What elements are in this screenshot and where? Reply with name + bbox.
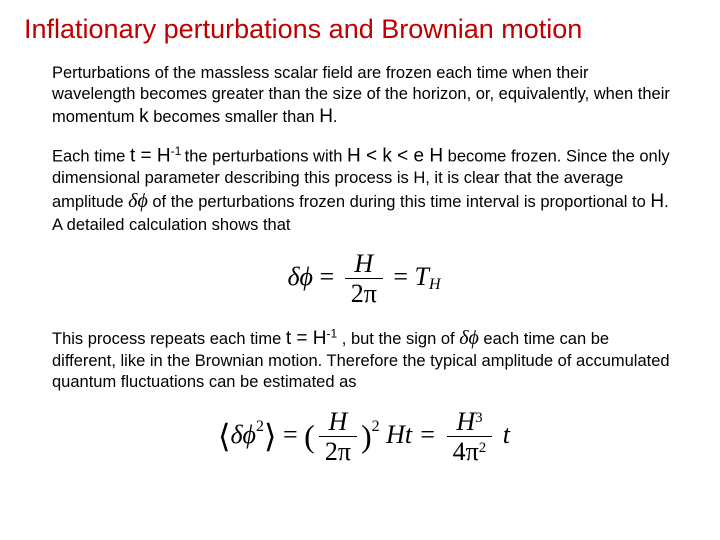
eq2-dphi: δϕ	[230, 419, 256, 448]
eq2-den2b: 2	[479, 440, 487, 456]
p3-deltaphi: δϕ	[459, 327, 479, 349]
p1-H: H	[319, 106, 333, 127]
paragraph-2: Each time t = H-1 the perturbations with…	[52, 144, 676, 237]
p3-text-b: , but the sign of	[337, 330, 459, 348]
paragraph-3: This process repeats each time t = H-1 ,…	[52, 326, 676, 394]
eq1-rhs: T	[415, 262, 429, 291]
p1-text-c: .	[333, 108, 338, 126]
p2-deltaphi: δϕ	[128, 190, 148, 212]
eq2-rparen: )	[361, 417, 372, 453]
slide-title: Inflationary perturbations and Brownian …	[24, 14, 696, 45]
eq1-num: H	[345, 250, 383, 279]
eq2-num2b: 3	[475, 410, 483, 426]
paragraph-1: Perturbations of the massless scalar fie…	[52, 63, 676, 130]
p3-text-a: This process repeats each time	[52, 330, 286, 348]
eq2-t: t	[496, 419, 510, 448]
eq2-frac2: H34π2	[447, 408, 493, 466]
eq1-frac: H2π	[345, 250, 383, 308]
eq2-frac1: H2π	[319, 408, 357, 466]
eq2-sq2: 2	[372, 417, 380, 434]
equation-1: δϕ = H2π = TH	[52, 250, 676, 308]
p1-text-b: becomes smaller than	[149, 108, 320, 126]
p2-H: H	[650, 191, 664, 212]
eq1-eq: =	[313, 262, 341, 291]
eq1-eq2: =	[387, 262, 415, 291]
p3-exp: -1	[327, 326, 338, 340]
eq2-num1: H	[319, 408, 357, 437]
eq2-lparen: (	[304, 417, 315, 453]
eq1-lhs: δϕ	[287, 262, 313, 291]
eq2-num2a: H	[456, 407, 475, 436]
eq2-rangle: ⟩	[264, 417, 276, 453]
eq2-num2: H3	[447, 408, 493, 437]
eq1-den: 2π	[345, 279, 383, 307]
eq2-Ht: Ht =	[380, 419, 443, 448]
equation-2: ⟨δϕ2⟩ = (H2π)2 Ht = H34π2 t	[52, 408, 676, 466]
p2-ineq: H < k < e H	[347, 145, 443, 166]
eq2-langle: ⟨	[218, 417, 230, 453]
p3-t: t = H	[286, 328, 327, 349]
eq2-den2a: 4π	[453, 437, 479, 466]
p2-exp: -1	[171, 144, 185, 158]
p2-text-b: the perturbations with	[185, 147, 347, 165]
p1-k: k	[139, 106, 149, 127]
eq2-eq: =	[276, 419, 304, 448]
body-content: Perturbations of the massless scalar fie…	[52, 63, 676, 465]
p2-t: t = H	[130, 145, 171, 166]
p2-text-a: Each time	[52, 147, 130, 165]
eq2-sq1: 2	[256, 417, 264, 434]
eq2-den1: 2π	[319, 437, 357, 465]
p2-text-d: of the perturbations frozen during this …	[148, 193, 651, 211]
eq1-sub: H	[429, 276, 441, 293]
eq2-den2: 4π2	[447, 437, 493, 465]
